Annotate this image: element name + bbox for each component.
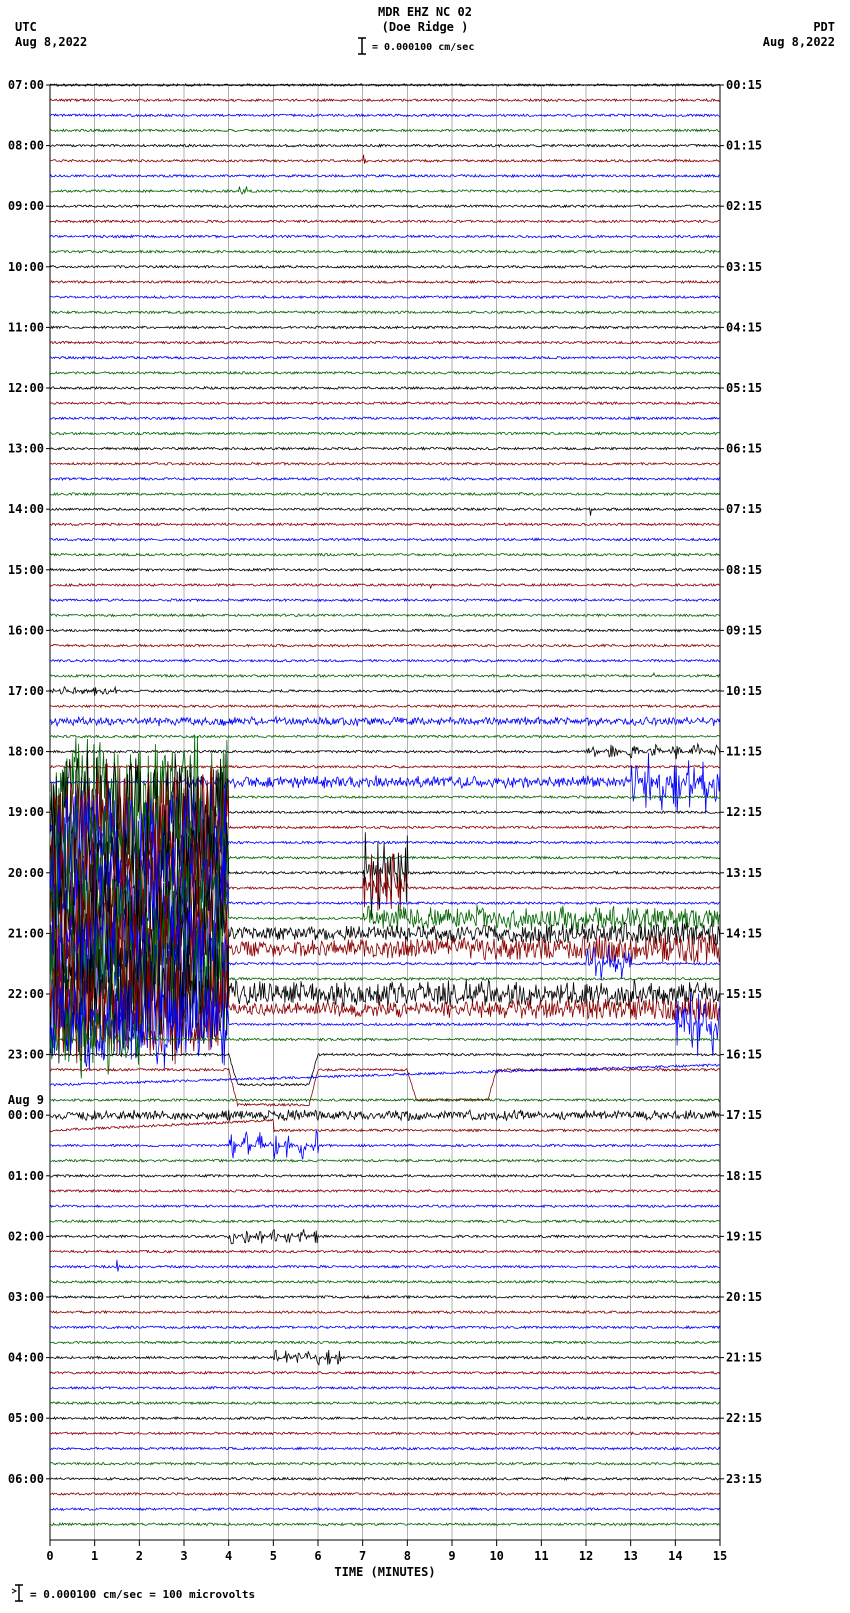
svg-text:23:15: 23:15: [726, 1472, 762, 1486]
svg-text:21:00: 21:00: [8, 926, 44, 940]
tz-left: UTC: [15, 20, 37, 34]
svg-text:01:00: 01:00: [8, 1169, 44, 1183]
svg-text:9: 9: [448, 1549, 455, 1563]
date-right: Aug 8,2022: [763, 35, 835, 49]
svg-text:Aug 9: Aug 9: [8, 1093, 44, 1107]
svg-text:20:15: 20:15: [726, 1290, 762, 1304]
svg-text:07:00: 07:00: [8, 80, 44, 92]
scale-bar-icon: [356, 36, 368, 56]
station-code: MDR EHZ NC 02: [340, 5, 510, 19]
svg-text:TIME (MINUTES): TIME (MINUTES): [334, 1565, 435, 1579]
svg-text:02:00: 02:00: [8, 1229, 44, 1243]
svg-text:23:00: 23:00: [8, 1048, 44, 1062]
svg-text:19:00: 19:00: [8, 805, 44, 819]
svg-text:18:00: 18:00: [8, 745, 44, 759]
svg-text:2: 2: [136, 1549, 143, 1563]
svg-text:16:00: 16:00: [8, 623, 44, 637]
svg-text:05:15: 05:15: [726, 381, 762, 395]
svg-text:14:15: 14:15: [726, 926, 762, 940]
svg-text:12:00: 12:00: [8, 381, 44, 395]
svg-text:15:00: 15:00: [8, 563, 44, 577]
svg-text:13:15: 13:15: [726, 866, 762, 880]
svg-text:16:15: 16:15: [726, 1048, 762, 1062]
date-left: Aug 8,2022: [15, 35, 87, 49]
footer-scale-icon: [12, 1583, 26, 1603]
svg-text:5: 5: [270, 1549, 277, 1563]
svg-text:1: 1: [91, 1549, 98, 1563]
svg-text:08:00: 08:00: [8, 139, 44, 153]
svg-text:04:00: 04:00: [8, 1351, 44, 1365]
footer-text: = 0.000100 cm/sec = 100 microvolts: [30, 1588, 255, 1601]
svg-text:10:15: 10:15: [726, 684, 762, 698]
svg-text:15: 15: [713, 1549, 727, 1563]
svg-text:06:15: 06:15: [726, 442, 762, 456]
svg-text:14:00: 14:00: [8, 502, 44, 516]
svg-text:06:00: 06:00: [8, 1472, 44, 1486]
svg-text:22:00: 22:00: [8, 987, 44, 1001]
svg-text:00:00: 00:00: [8, 1108, 44, 1122]
svg-text:08:15: 08:15: [726, 563, 762, 577]
svg-text:09:00: 09:00: [8, 199, 44, 213]
svg-text:13: 13: [623, 1549, 637, 1563]
seismogram-plot: 0123456789101112131415TIME (MINUTES)07:0…: [0, 80, 830, 1595]
svg-text:17:00: 17:00: [8, 684, 44, 698]
seismogram-container: MDR EHZ NC 02 (Doe Ridge ) UTC Aug 8,202…: [0, 0, 850, 1613]
svg-text:10:00: 10:00: [8, 260, 44, 274]
svg-text:11:15: 11:15: [726, 745, 762, 759]
svg-text:18:15: 18:15: [726, 1169, 762, 1183]
svg-text:12: 12: [579, 1549, 593, 1563]
svg-text:3: 3: [180, 1549, 187, 1563]
svg-text:19:15: 19:15: [726, 1229, 762, 1243]
svg-text:12:15: 12:15: [726, 805, 762, 819]
tz-right: PDT: [813, 20, 835, 34]
svg-text:11: 11: [534, 1549, 548, 1563]
svg-text:01:15: 01:15: [726, 139, 762, 153]
svg-text:6: 6: [314, 1549, 321, 1563]
svg-text:04:15: 04:15: [726, 320, 762, 334]
svg-text:17:15: 17:15: [726, 1108, 762, 1122]
svg-text:20:00: 20:00: [8, 866, 44, 880]
svg-text:03:15: 03:15: [726, 260, 762, 274]
svg-text:15:15: 15:15: [726, 987, 762, 1001]
svg-text:02:15: 02:15: [726, 199, 762, 213]
svg-text:8: 8: [404, 1549, 411, 1563]
svg-text:13:00: 13:00: [8, 442, 44, 456]
scale-text: = 0.000100 cm/sec: [372, 42, 474, 53]
svg-text:14: 14: [668, 1549, 682, 1563]
svg-text:0: 0: [46, 1549, 53, 1563]
svg-text:00:15: 00:15: [726, 80, 762, 92]
svg-text:10: 10: [489, 1549, 503, 1563]
svg-text:07:15: 07:15: [726, 502, 762, 516]
svg-text:03:00: 03:00: [8, 1290, 44, 1304]
svg-text:11:00: 11:00: [8, 320, 44, 334]
svg-text:7: 7: [359, 1549, 366, 1563]
station-name: (Doe Ridge ): [340, 20, 510, 34]
svg-text:21:15: 21:15: [726, 1351, 762, 1365]
svg-text:22:15: 22:15: [726, 1411, 762, 1425]
svg-text:09:15: 09:15: [726, 623, 762, 637]
svg-text:4: 4: [225, 1549, 232, 1563]
svg-text:05:00: 05:00: [8, 1411, 44, 1425]
